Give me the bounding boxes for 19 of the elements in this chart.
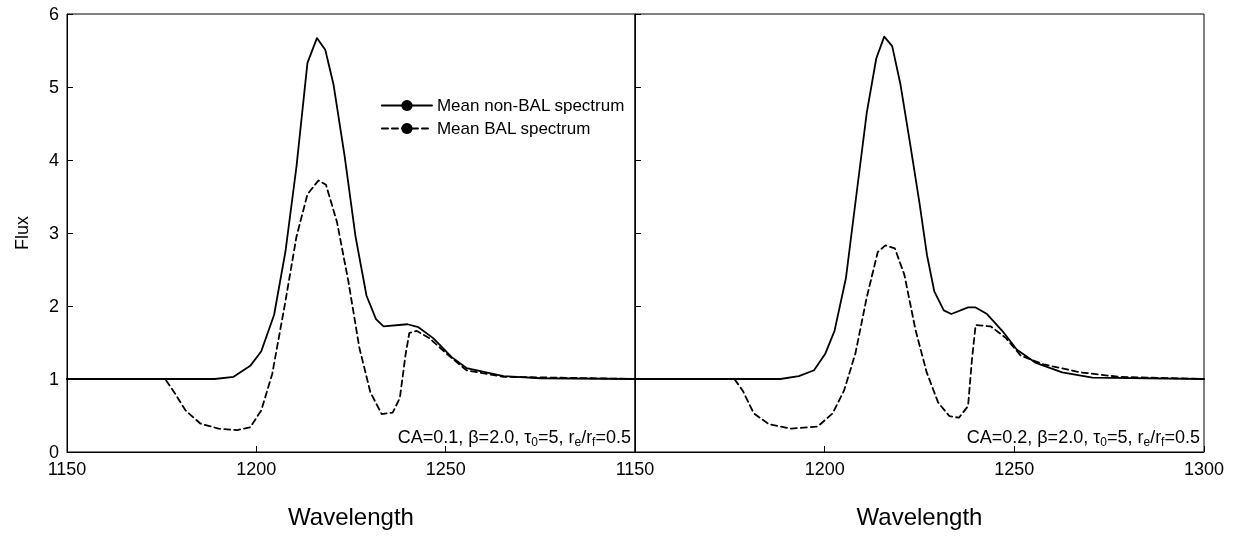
legend-label: Mean non-BAL spectrum xyxy=(436,96,625,115)
legend-label: Mean BAL spectrum xyxy=(436,119,591,138)
y-tick-label: 3 xyxy=(48,223,59,243)
x-axis-title: Wavelength xyxy=(856,502,983,530)
x-tick-label: 1250 xyxy=(425,459,466,479)
x-tick-label: 1150 xyxy=(615,459,655,479)
x-tick-label: 1150 xyxy=(47,459,87,479)
x-tick-label: 1300 xyxy=(1183,459,1225,479)
x-tick-label: 1200 xyxy=(236,459,277,479)
x-axis-title: Wavelength xyxy=(288,502,414,530)
y-tick-label: 6 xyxy=(48,4,59,24)
y-tick-label: 2 xyxy=(48,296,59,316)
y-tick-label: 5 xyxy=(48,77,59,97)
y-tick-label: 0 xyxy=(48,442,59,462)
y-tick-label: 1 xyxy=(48,369,59,389)
y-axis-title: Flux xyxy=(12,215,32,251)
x-tick-label: 1200 xyxy=(804,459,845,479)
x-tick-label: 1250 xyxy=(994,459,1035,479)
y-tick-label: 4 xyxy=(48,150,59,170)
